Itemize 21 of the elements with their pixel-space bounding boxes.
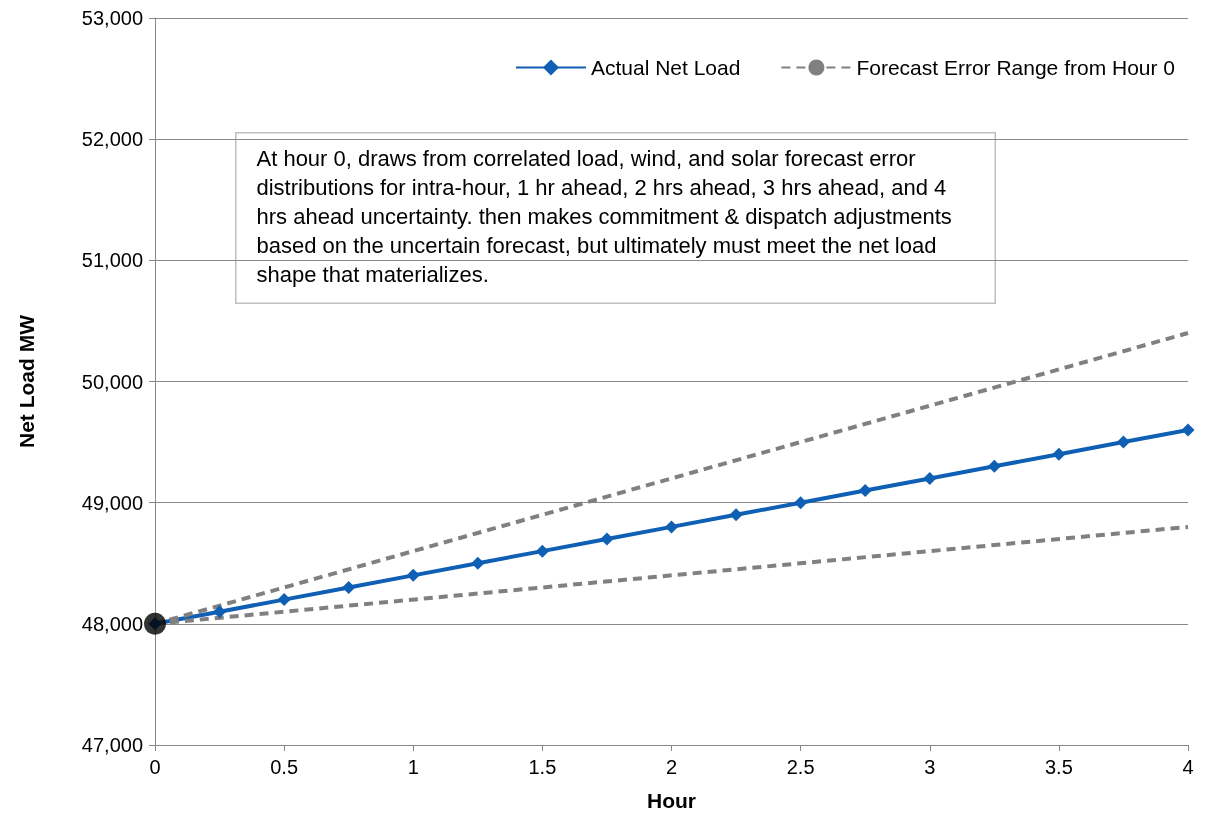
x-tick-label: 0.5 bbox=[270, 756, 299, 778]
x-axis-title: Hour bbox=[647, 789, 696, 812]
x-tick-label: 1 bbox=[407, 756, 419, 778]
legend-label: Actual Net Load bbox=[590, 56, 741, 79]
y-tick-label: 52,000 bbox=[81, 128, 143, 151]
y-tick-label: 50,000 bbox=[81, 370, 143, 393]
x-tick-label: 3 bbox=[924, 756, 936, 778]
x-tick-label: 2.5 bbox=[786, 756, 815, 778]
x-tick-label: 1.5 bbox=[528, 756, 557, 778]
x-tick-label: 0 bbox=[149, 756, 161, 778]
y-axis-title: Net Load MW bbox=[15, 314, 38, 448]
legend-label: Forecast Error Range from Hour 0 bbox=[856, 56, 1175, 79]
y-tick-label: 49,000 bbox=[81, 491, 143, 514]
y-tick-label: 53,000 bbox=[81, 7, 143, 29]
annotation: At hour 0, draws from correlated load, wind, and solar forecast error distributions for intra-hour, 1 hr ahead, 2 hrs ahead, 3 hrs ahead, and 4 hrs ahead uncertainty. then makes commitment & dispatch adjustments based on the uncertain forecast, but ultimately must meet the net load shape that materializes. bbox=[256, 145, 958, 287]
x-tick-label: 3.5 bbox=[1044, 756, 1073, 778]
y-tick-label: 47,000 bbox=[81, 734, 143, 756]
y-tick-label: 48,000 bbox=[81, 612, 143, 635]
x-tick-label: 2 bbox=[665, 756, 678, 778]
y-tick-label: 51,000 bbox=[81, 249, 143, 272]
x-tick-label: 4 bbox=[1182, 756, 1194, 778]
